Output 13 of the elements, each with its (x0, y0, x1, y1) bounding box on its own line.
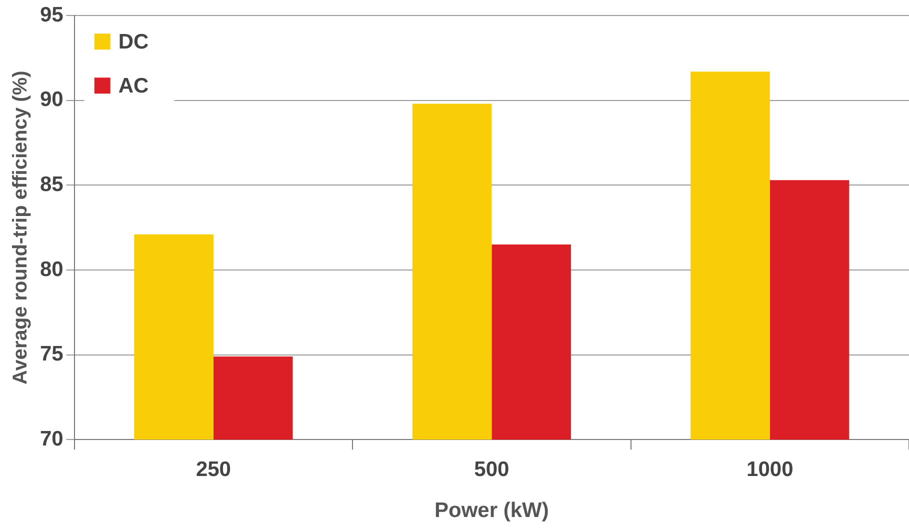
x-axis-title: Power (kW) (434, 499, 549, 522)
y-tick-label: 85 (40, 172, 64, 196)
y-tick-label: 80 (40, 258, 64, 281)
legend-label: AC (118, 74, 149, 98)
y-tick-label: 70 (40, 427, 64, 450)
y-tick-label: 90 (40, 88, 64, 112)
x-tick-label: 500 (474, 458, 510, 481)
y-tick-label: 75 (40, 342, 64, 366)
y-axis-title: Average round-trip efficiency (%) (10, 70, 32, 384)
legend-label: DC (118, 30, 149, 54)
x-tick-label: 250 (196, 458, 231, 481)
y-tick-label: 95 (40, 3, 64, 26)
x-tick-label: 1000 (746, 458, 794, 481)
